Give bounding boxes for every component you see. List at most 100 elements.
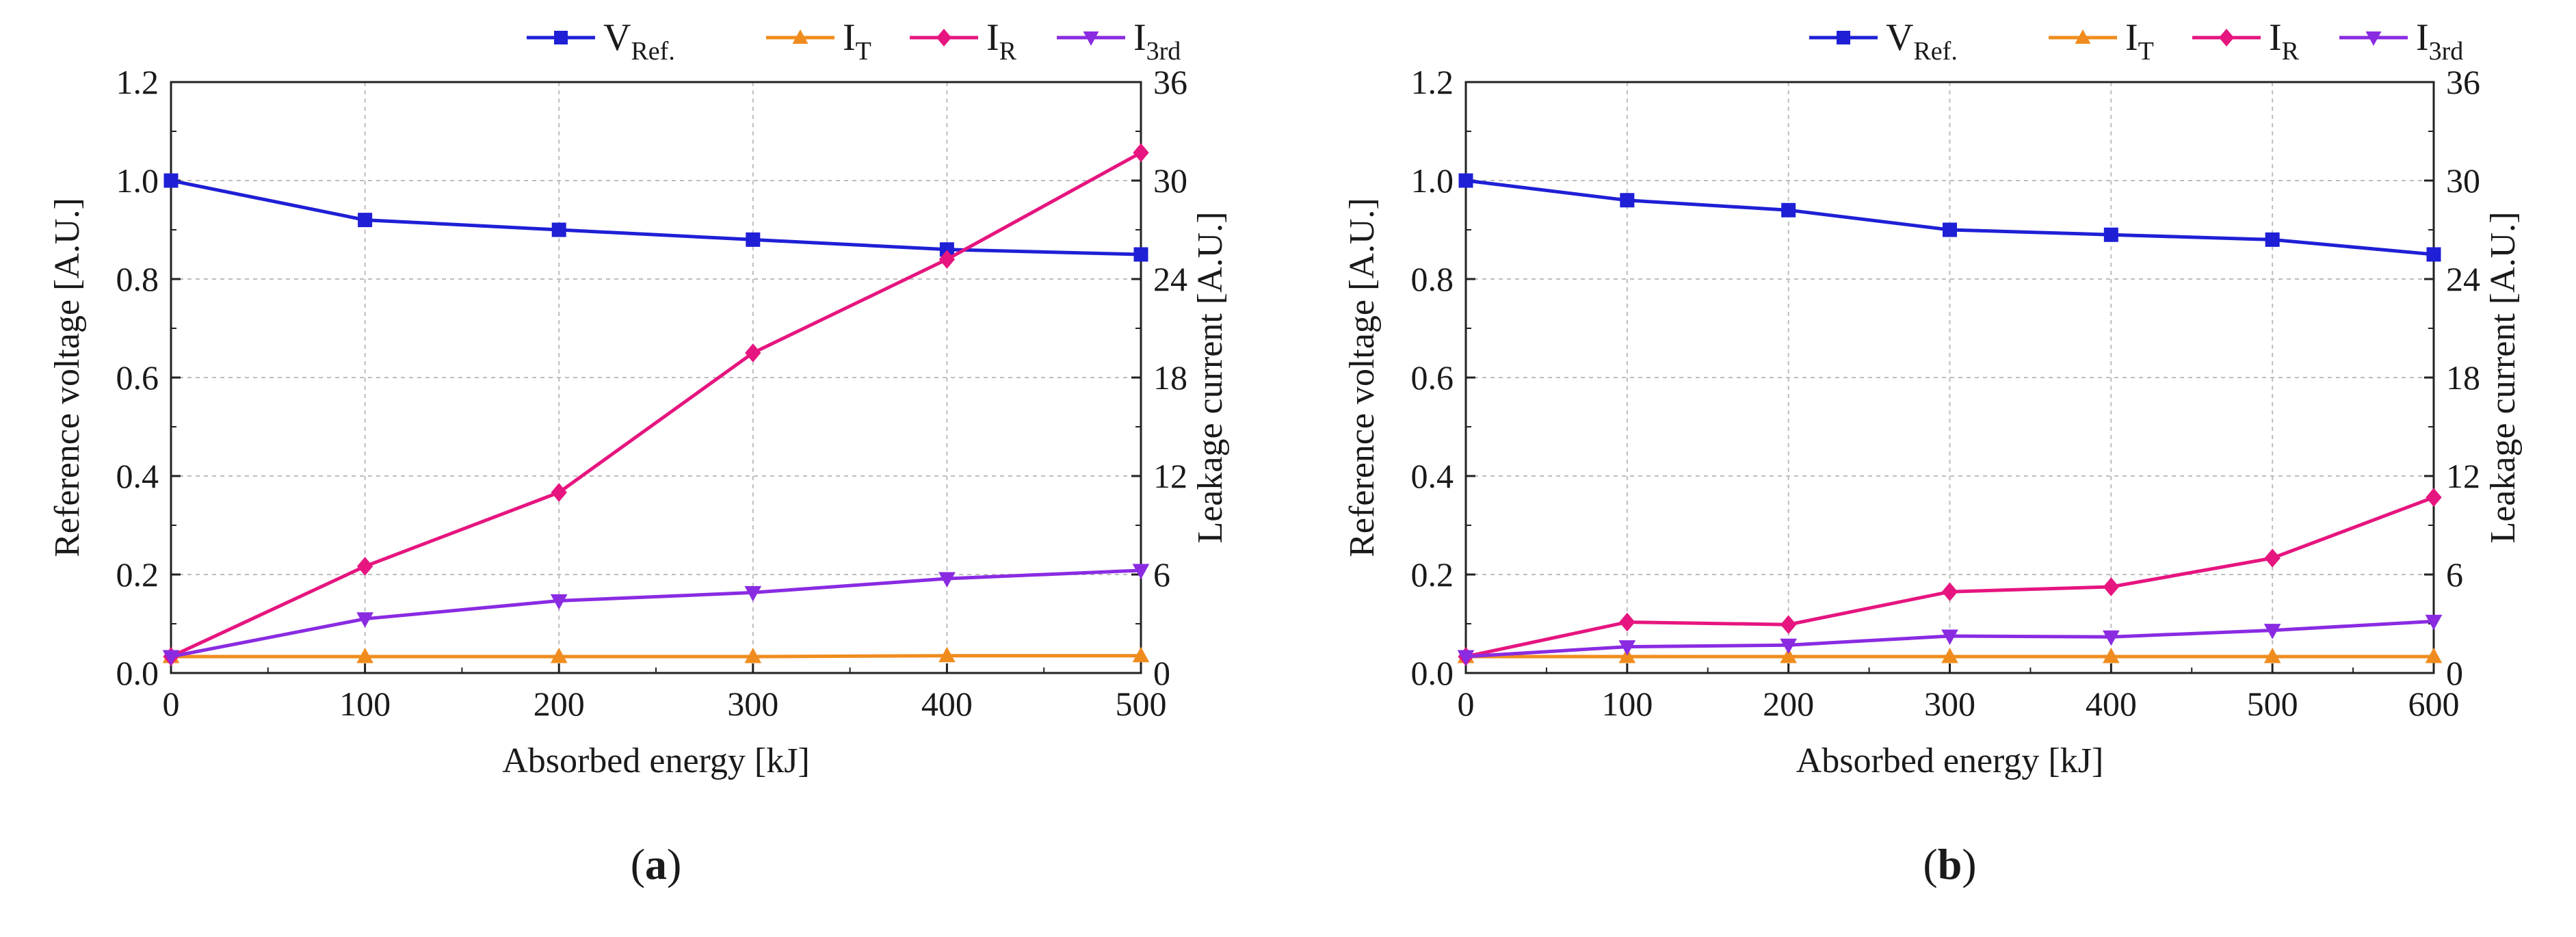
legend-label-main: I: [2416, 16, 2429, 59]
x-tick-label: 500: [1116, 685, 1167, 723]
legend-label-main: I: [2125, 16, 2138, 59]
legend-item: IR: [2192, 16, 2300, 66]
data-point-marker: [163, 173, 179, 188]
series-i-t: [1457, 647, 2443, 663]
x-tick-label: 200: [534, 685, 585, 723]
series-line: [170, 179, 1142, 256]
legend-marker: [554, 31, 568, 44]
series-v-ref: [1458, 173, 2441, 262]
right-y-tick-label: 30: [1153, 161, 1187, 200]
right-y-axis-title: Leakage current [A.U.]: [1191, 211, 1230, 543]
left-y-axis-title: Reference voltage [A.U.]: [1343, 198, 1382, 557]
panel-label: (a): [631, 840, 682, 888]
left-y-tick-label: 0.4: [1411, 457, 1454, 495]
data-point-marker: [1780, 638, 1798, 655]
data-point-marker: [2263, 624, 2281, 639]
x-tick-label: 200: [1763, 685, 1814, 723]
legend-label-main: V: [603, 16, 631, 59]
legend-label-main: V: [1886, 16, 1913, 59]
panel-label-close: ): [667, 840, 681, 888]
data-point-marker: [356, 612, 373, 628]
data-point-marker: [2102, 630, 2120, 646]
left-y-tick-label: 1.2: [1411, 63, 1454, 101]
legend-marker: [2219, 29, 2234, 47]
data-point-marker: [1132, 646, 1150, 663]
data-point-marker: [1941, 582, 1958, 601]
right-y-tick-label: 12: [1153, 457, 1187, 495]
data-point-marker: [1133, 143, 1149, 162]
data-point-marker: [162, 650, 180, 666]
data-point-marker: [1133, 247, 1148, 262]
legend-marker: [792, 29, 809, 44]
series-i-r: [1458, 488, 2442, 666]
left-y-tick-label: 0.0: [1411, 654, 1454, 692]
left-y-tick-label: 1.0: [116, 161, 159, 200]
right-y-tick-label: 0: [2446, 654, 2463, 692]
right-y-tick-label: 24: [1153, 260, 1187, 298]
data-point-marker: [2263, 647, 2281, 663]
data-point-marker: [1780, 615, 1797, 634]
legend-label-subscript: R: [2282, 37, 2300, 66]
data-point-marker: [1780, 647, 1798, 663]
right-y-tick-label: 18: [2446, 358, 2480, 397]
left-y-tick-label: 0.8: [116, 260, 159, 298]
legend-item: I3rd: [1057, 16, 1181, 66]
legend-item: IT: [2049, 16, 2154, 66]
data-point-marker: [938, 250, 956, 269]
data-point-marker: [1458, 173, 1473, 188]
legend-label: IR: [986, 16, 1017, 66]
x-axis-title: Absorbed energy [kJ]: [1796, 741, 2104, 780]
gridlines: [1466, 82, 2434, 673]
legend: VRef. IT IR I3rd: [527, 16, 1181, 66]
data-point-marker: [550, 594, 568, 610]
legend-label: I3rd: [1133, 16, 1181, 66]
legend-label-main: I: [2269, 16, 2282, 59]
legend-marker: [2075, 29, 2091, 44]
data-point-marker: [744, 647, 762, 663]
x-tick-label: 300: [1924, 685, 1975, 723]
x-tick-label: 100: [1601, 685, 1653, 723]
legend-label: IT: [2125, 16, 2154, 66]
data-point-marker: [356, 647, 373, 663]
left-y-tick-label: 0.0: [116, 654, 159, 692]
right-y-tick-label: 18: [1153, 358, 1187, 397]
right-y-tick-label: 6: [2446, 555, 2463, 594]
data-point-marker: [356, 557, 373, 576]
legend-marker: [1083, 31, 1099, 46]
data-point-marker: [550, 647, 568, 663]
right-y-tick-label: 24: [2446, 260, 2480, 298]
right-y-tick-label: 30: [2446, 161, 2480, 200]
data-point-marker: [551, 222, 566, 237]
panel-label-close: ): [1962, 840, 1976, 888]
right-y-tick-label: 36: [2446, 63, 2480, 101]
data-point-marker: [2426, 247, 2441, 262]
data-point-marker: [1620, 193, 1635, 208]
data-point-marker: [2265, 232, 2280, 247]
legend-item: IT: [766, 16, 871, 66]
x-tick-label: 500: [2247, 685, 2298, 723]
x-tick-label: 0: [1458, 685, 1475, 723]
x-tick-label: 400: [921, 685, 973, 723]
legend-label-subscript: Ref.: [1913, 37, 1957, 66]
legend-label: I3rd: [2416, 16, 2463, 66]
legend-item: VRef.: [1809, 16, 1958, 66]
data-point-marker: [1132, 564, 1150, 580]
data-point-marker: [938, 646, 956, 663]
left-y-tick-label: 0.4: [116, 457, 159, 495]
left-y-tick-label: 0.8: [1411, 260, 1454, 298]
data-point-marker: [2103, 227, 2118, 242]
legend-label-subscript: Ref.: [631, 37, 674, 66]
data-point-marker: [1941, 647, 1958, 663]
right-y-tick-label: 12: [2446, 457, 2480, 495]
data-point-marker: [551, 483, 567, 502]
series-line: [170, 151, 1142, 659]
legend-label-subscript: 3rd: [1146, 37, 1181, 66]
legend-label: IR: [2269, 16, 2300, 66]
panel-label: (b): [1923, 840, 1976, 888]
series-i-t: [162, 646, 1150, 663]
data-point-marker: [2426, 488, 2442, 507]
left-y-tick-label: 0.2: [116, 555, 159, 594]
right-y-tick-label: 36: [1153, 63, 1187, 101]
legend-marker: [936, 29, 951, 47]
data-point-marker: [938, 572, 956, 588]
